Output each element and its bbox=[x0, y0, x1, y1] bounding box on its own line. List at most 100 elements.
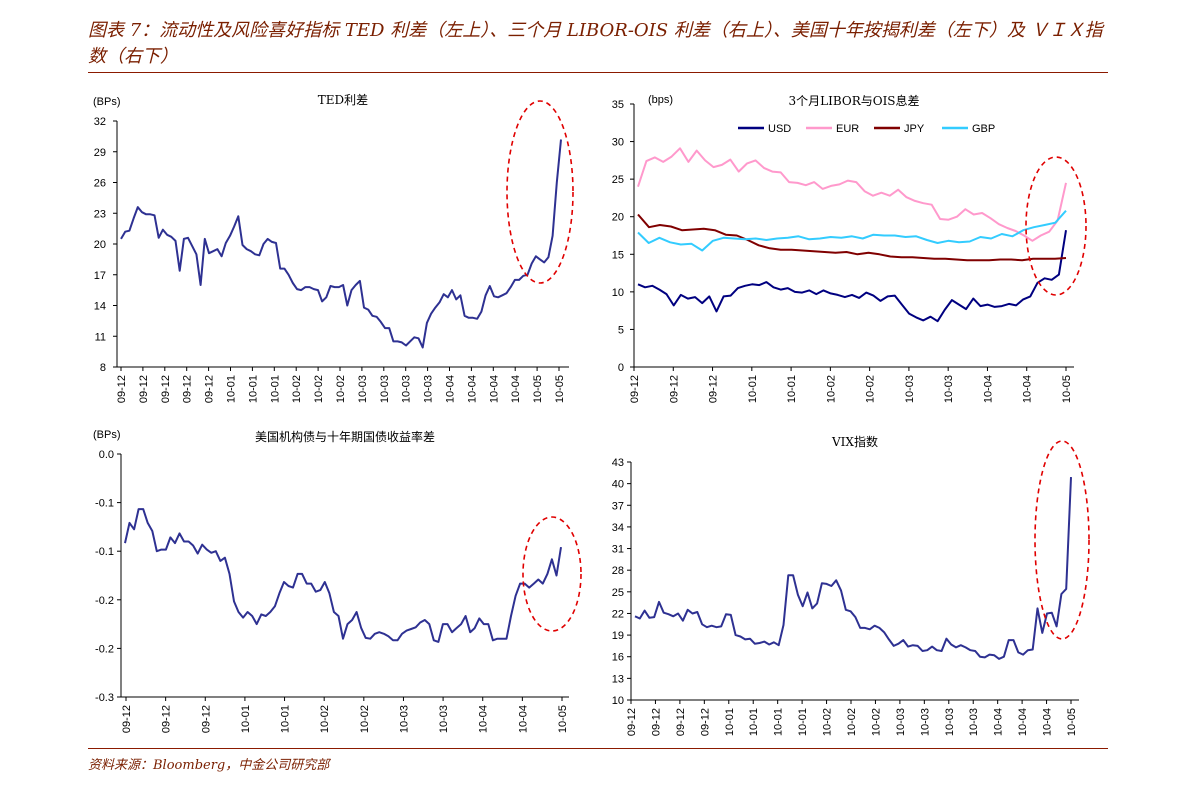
source-note: 资料来源：Bloomberg，中金公司研究部 bbox=[88, 758, 330, 773]
x-tick-label: 10-04 bbox=[478, 705, 490, 733]
x-tick-label: 10-01 bbox=[786, 375, 798, 403]
highlight-ellipse bbox=[522, 516, 582, 632]
y-tick-label: 20 bbox=[94, 239, 106, 251]
y-tick-label: 11 bbox=[95, 331, 106, 343]
y-tick-label: 16 bbox=[612, 652, 624, 664]
series-line-gbp bbox=[637, 210, 1067, 252]
y-tick-label: 31 bbox=[612, 544, 624, 556]
chart-1: 8 11 14 17 20 23 26 29 32 09-12 09-12 09-12 09-12 09-… bbox=[93, 93, 574, 403]
y-tick-label: 17 bbox=[94, 270, 106, 282]
series-line-1 bbox=[634, 477, 1072, 660]
y-axis-label: (BPs) bbox=[93, 96, 121, 108]
y-tick-label: 29 bbox=[94, 147, 106, 159]
x-tick-label: 10-03 bbox=[357, 375, 369, 403]
y-tick-label: 19 bbox=[612, 630, 624, 642]
y-tick-label: -0.1 bbox=[95, 498, 114, 510]
x-tick-label: 10-02 bbox=[825, 375, 837, 403]
chart-3: 0.0 -0.1 -0.1 -0.2 -0.2 -0.3 09-12 09-12 09-12 10… bbox=[93, 429, 582, 733]
x-tick-label: 10-04 bbox=[993, 708, 1005, 736]
x-tick-label: 10-02 bbox=[865, 375, 877, 403]
x-tick-label: 10-04 bbox=[445, 375, 457, 403]
y-tick-label: 14 bbox=[94, 301, 106, 313]
y-tick-label: 15 bbox=[612, 249, 624, 261]
legend-label: GBP bbox=[972, 123, 995, 135]
x-tick-label: 10-05 bbox=[1066, 708, 1078, 736]
y-tick-label: 25 bbox=[612, 587, 624, 599]
x-tick-label: 10-04 bbox=[1042, 708, 1054, 736]
x-tick-label: 10-02 bbox=[313, 375, 325, 403]
series-line-usd bbox=[637, 230, 1067, 323]
legend-label: USD bbox=[768, 123, 791, 135]
chart-4: 10 13 16 19 22 25 28 31 34 37 40 43 09-12 09-12 09-12 0… bbox=[612, 434, 1090, 736]
y-tick-label: 23 bbox=[94, 208, 106, 220]
x-tick-label: 09-12 bbox=[650, 708, 662, 736]
y-tick-label: 0 bbox=[618, 362, 624, 374]
x-tick-label: 10-03 bbox=[904, 375, 916, 403]
x-tick-label: 10-02 bbox=[846, 708, 858, 736]
x-tick-label: 09-12 bbox=[200, 705, 212, 733]
x-tick-label: 10-02 bbox=[822, 708, 834, 736]
y-tick-label: 22 bbox=[612, 608, 624, 620]
x-tick-label: 10-01 bbox=[797, 708, 809, 736]
bottom-divider bbox=[88, 748, 1108, 749]
x-tick-label: 10-05 bbox=[554, 375, 566, 403]
chart-title: TED利差 bbox=[318, 93, 368, 107]
x-tick-label: 10-05 bbox=[532, 375, 544, 403]
y-tick-label: 20 bbox=[612, 212, 624, 224]
x-tick-label: 10-04 bbox=[517, 705, 529, 733]
x-tick-label: 10-05 bbox=[1061, 375, 1073, 403]
chart-title: VIX指数 bbox=[831, 434, 878, 449]
y-tick-label: -0.2 bbox=[95, 643, 114, 655]
y-axis-label: (BPs) bbox=[93, 429, 121, 441]
x-tick-label: 09-12 bbox=[160, 375, 172, 403]
y-tick-label: 34 bbox=[612, 522, 624, 534]
x-tick-label: 09-12 bbox=[161, 705, 173, 733]
y-tick-label: 10 bbox=[612, 287, 624, 299]
series-line-1 bbox=[120, 139, 562, 349]
x-tick-label: 09-12 bbox=[204, 375, 216, 403]
x-tick-label: 10-01 bbox=[280, 705, 292, 733]
x-tick-label: 09-12 bbox=[182, 375, 194, 403]
x-tick-label: 10-04 bbox=[982, 375, 994, 403]
chart-title: 3个月LIBOR与OIS息差 bbox=[788, 93, 919, 108]
x-tick-label: 10-03 bbox=[398, 705, 410, 733]
x-tick-label: 09-12 bbox=[675, 708, 687, 736]
legend-label: JPY bbox=[904, 123, 925, 135]
x-tick-label: 09-12 bbox=[116, 375, 128, 403]
x-tick-label: 10-03 bbox=[943, 375, 955, 403]
x-tick-label: 10-01 bbox=[269, 375, 281, 403]
series-line-jpy bbox=[637, 213, 1067, 262]
y-axis-label: (bps) bbox=[648, 94, 673, 106]
x-tick-label: 10-03 bbox=[423, 375, 435, 403]
y-tick-label: 10 bbox=[612, 695, 624, 707]
x-tick-label: 10-04 bbox=[1017, 708, 1029, 736]
x-tick-label: 10-03 bbox=[944, 708, 956, 736]
chart-title: 美国机构债与十年期国债收益率差 bbox=[255, 429, 435, 444]
y-tick-label: -0.1 bbox=[95, 546, 114, 558]
x-tick-label: 10-01 bbox=[773, 708, 785, 736]
x-tick-label: 09-12 bbox=[626, 708, 638, 736]
x-tick-label: 09-12 bbox=[708, 375, 720, 403]
y-tick-label: -0.3 bbox=[95, 692, 114, 704]
y-tick-label: 43 bbox=[612, 457, 624, 469]
x-tick-label: 09-12 bbox=[699, 708, 711, 736]
y-tick-label: 32 bbox=[94, 116, 106, 128]
x-tick-label: 10-03 bbox=[401, 375, 413, 403]
y-tick-label: 8 bbox=[100, 362, 106, 374]
x-tick-label: 10-02 bbox=[870, 708, 882, 736]
y-tick-label: 5 bbox=[618, 324, 624, 336]
y-tick-label: 40 bbox=[612, 479, 624, 491]
x-tick-label: 10-02 bbox=[319, 705, 331, 733]
y-tick-label: 37 bbox=[612, 500, 624, 512]
x-tick-label: 10-01 bbox=[240, 705, 252, 733]
series-line-eur bbox=[637, 147, 1067, 242]
x-tick-label: 10-01 bbox=[747, 375, 759, 403]
legend-label: EUR bbox=[836, 123, 859, 135]
x-tick-label: 10-01 bbox=[724, 708, 736, 736]
y-tick-label: -0.2 bbox=[95, 595, 114, 607]
x-tick-label: 09-12 bbox=[121, 705, 133, 733]
x-tick-label: 09-12 bbox=[138, 375, 150, 403]
x-tick-label: 10-05 bbox=[557, 705, 569, 733]
y-tick-label: 35 bbox=[612, 99, 624, 111]
